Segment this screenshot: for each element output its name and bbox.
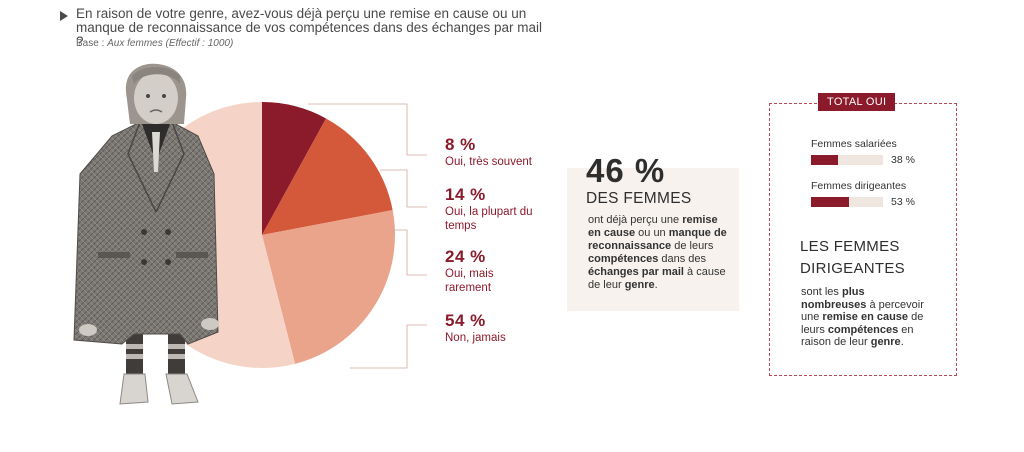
slice-text: Oui, très souvent: [445, 156, 532, 168]
base-note: Base : Aux femmes (Effectif : 1000): [76, 38, 233, 49]
bar-value-salariees: 38 %: [891, 154, 915, 166]
slice-text: Oui, la plupart du: [445, 206, 533, 218]
summary-text: ont déjà perçu une remise en cause ou un…: [588, 214, 727, 291]
pie-slice-1: [262, 102, 327, 235]
leader-line-4: [350, 324, 427, 369]
question-text: En raison de votre genre, avez-vous déjà…: [76, 6, 543, 49]
bar-label-salariees: Femmes salariées: [811, 138, 897, 150]
slice-label-1: 8 % Oui, très souvent: [445, 135, 532, 169]
summary-title: DES FEMMES: [586, 190, 692, 207]
dirigeantes-title-line1: LES FEMMES: [800, 238, 900, 255]
bar-label-dirigeantes: Femmes dirigeantes: [811, 180, 907, 192]
bar-track-dirigeantes: [811, 197, 883, 207]
pie-slice-3: [262, 210, 395, 364]
slice-label-3: 24 % Oui, mais rarement: [445, 247, 494, 295]
leader-line-1: [308, 103, 427, 156]
dirigeantes-text: sont les plus nombreuses à percevoir une…: [801, 286, 924, 348]
bar-fill-salariees: [811, 155, 839, 165]
base-value: Aux femmes (Effectif : 1000): [107, 38, 234, 49]
slice-label-2: 14 % Oui, la plupart du temps: [445, 185, 533, 233]
bar-fill-dirigeantes: [811, 197, 850, 207]
slice-percent: 8 %: [445, 135, 476, 154]
leader-line-2: [380, 169, 427, 208]
total-tag: TOTAL OUI: [818, 93, 896, 111]
slice-percent: 24 %: [445, 247, 486, 266]
dirigeantes-title-line2: DIRIGEANTES: [800, 260, 905, 277]
summary-panel: [567, 168, 739, 311]
dirigeantes-title: LES FEMMES DIRIGEANTES: [800, 236, 940, 280]
play-arrow-icon: [60, 11, 68, 21]
bar-track-salariees: [811, 155, 883, 165]
slice-text: Oui, mais: [445, 268, 494, 280]
slice-label-4: 54 % Non, jamais: [445, 311, 506, 345]
summary-percent: 46 %: [586, 152, 666, 189]
child-in-coat-illustration: [73, 63, 219, 405]
bar-value-dirigeantes: 53 %: [891, 196, 915, 208]
slice-text: Non, jamais: [445, 332, 506, 344]
slice-percent: 14 %: [445, 185, 486, 204]
slice-text: temps: [445, 220, 477, 232]
leader-line-3: [388, 229, 427, 276]
slice-text: rarement: [445, 282, 492, 294]
base-prefix: Base :: [76, 38, 108, 49]
slice-percent: 54 %: [445, 311, 486, 330]
pie-slice-2: [262, 118, 393, 235]
leader-lines: [308, 103, 427, 369]
